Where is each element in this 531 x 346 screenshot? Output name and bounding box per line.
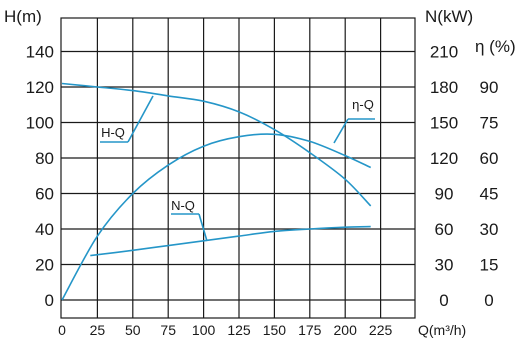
y-tick-label-head: 100 [26,114,54,133]
y-axis-label-efficiency: η (%) [475,37,516,56]
y-axis-label-head: H(m) [4,7,42,26]
series-line-eta-q [61,133,372,301]
annotation-eta-q: η-Q [352,97,374,112]
y-tick-label-head: 40 [35,220,54,239]
y-tick-label-power: 180 [430,78,458,97]
y-tick-label-head: 60 [35,185,54,204]
y-tick-label-power: 90 [435,185,454,204]
curves [61,82,375,301]
y-tick-label-efficiency: 0 [484,291,493,310]
y-tick-label-efficiency: 75 [480,114,499,133]
x-tick-label: 225 [369,322,393,338]
y-tick-label-power: 60 [435,220,454,239]
x-tick-label: 75 [160,322,176,338]
y-tick-label-efficiency: 15 [480,256,499,275]
x-tick-label: 150 [263,322,287,338]
y-tick-label-power: 30 [435,256,454,275]
x-tick-label: 100 [192,322,216,338]
annotation-n-q: N-Q [171,198,195,213]
annotation-h-q: H-Q [101,125,125,140]
series-line-h-q [61,82,372,207]
plot-frame [60,17,416,319]
y-tick-label-efficiency: 45 [480,185,499,204]
series-line-n-q [90,225,371,257]
y-tick-label-power: 210 [430,43,458,62]
x-tick-label: 0 [58,322,66,338]
y-tick-label-head: 0 [45,291,54,310]
y-tick-label-efficiency: 60 [480,149,499,168]
y-tick-label-power: 120 [430,149,458,168]
y-axis-label-power: N(kW) [425,7,473,26]
x-tick-label: 125 [227,322,251,338]
y-tick-label-efficiency: 90 [480,78,499,97]
y-tick-label-head: 80 [35,149,54,168]
grid [60,17,416,319]
x-tick-label: 50 [125,322,141,338]
y-tick-label-head: 140 [26,43,54,62]
x-tick-label: 175 [298,322,322,338]
annotation-leader [127,95,154,143]
y-tick-label-head: 20 [35,256,54,275]
annotation-leader [198,213,208,242]
x-axis-label: Q(m³/h) [418,322,466,338]
y-tick-label-efficiency: 30 [480,220,499,239]
x-tick-label: 25 [90,322,106,338]
annotation-leader [333,118,349,144]
x-tick-label: 200 [334,322,358,338]
y-tick-label-head: 120 [26,78,54,97]
y-tick-label-power: 0 [439,291,448,310]
tick-labels: 0 25 50 75 100 125 150 175 200 225020406080100120… [26,43,499,339]
y-tick-label-power: 150 [430,114,458,133]
